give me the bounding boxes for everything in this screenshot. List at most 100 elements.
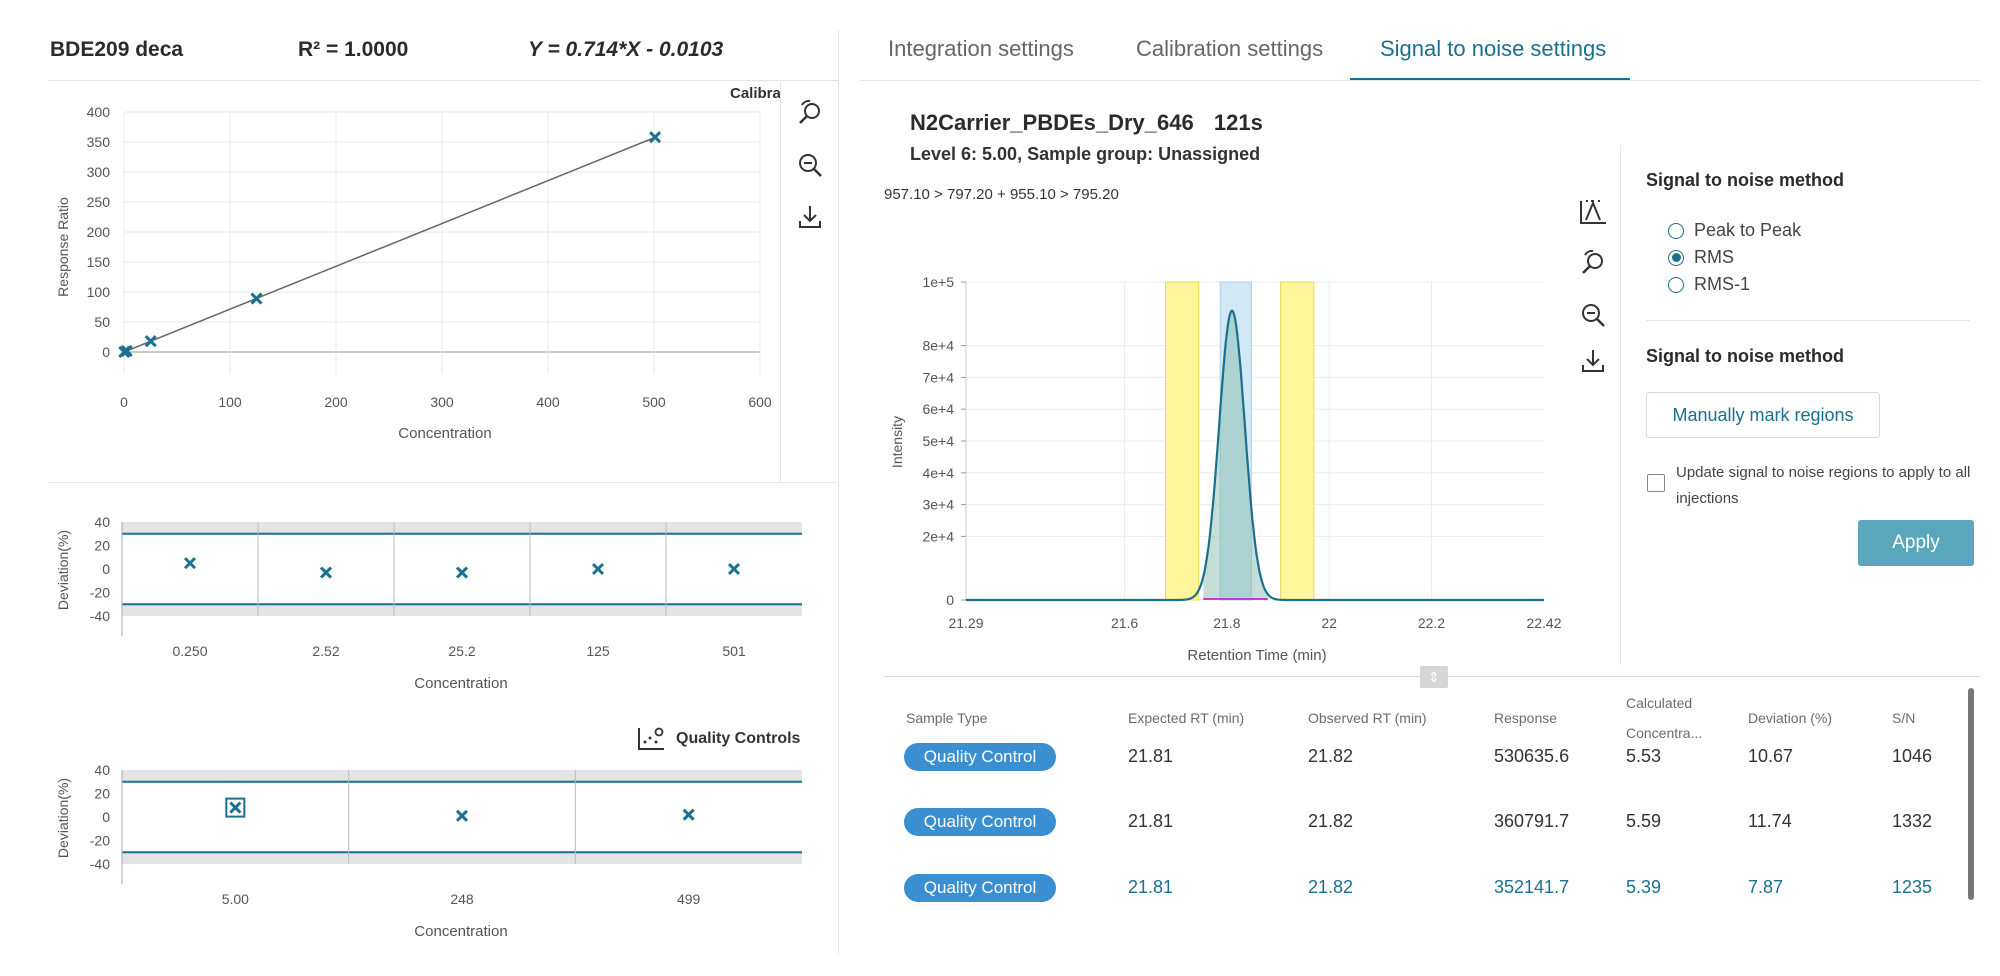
y-axis-label: Deviation(%) — [55, 778, 71, 858]
divider — [1620, 145, 1621, 665]
zoom-out-icon[interactable] — [793, 148, 827, 182]
y-tick-label: 7e+4 — [922, 369, 954, 385]
sample-type-badge[interactable]: Quality Control — [904, 808, 1056, 836]
x-tick-label: 2.52 — [312, 643, 339, 659]
x-tick-label: 22.2 — [1418, 615, 1445, 631]
zoom-out-icon[interactable] — [1576, 298, 1610, 332]
y-tick-label: 0 — [102, 809, 110, 825]
apply-button[interactable]: Apply — [1858, 520, 1974, 566]
y-tick-label: 250 — [87, 194, 111, 210]
tolerance-band — [122, 770, 802, 782]
y-tick-label: 200 — [87, 224, 111, 240]
x-axis-label: Retention Time (min) — [1187, 647, 1326, 664]
table-cell: 1332 — [1892, 811, 1933, 831]
table-cell: 21.82 — [1308, 746, 1354, 766]
y-tick-label: 4e+4 — [922, 465, 954, 481]
radio-rms-1[interactable]: RMS-1 — [1668, 274, 1750, 295]
calibrator-point — [648, 131, 662, 144]
radio-peak-to-peak[interactable]: Peak to Peak — [1668, 220, 1801, 241]
column-header[interactable]: Expected RT (min) — [1128, 710, 1245, 726]
apply-all-injections-label: Update signal to noise regions to apply … — [1676, 464, 1971, 507]
calibrator-point — [144, 335, 157, 348]
tab-signal-to-noise-settings[interactable]: Signal to noise settings — [1380, 36, 1607, 61]
y-tick-label: 100 — [87, 284, 111, 300]
x-axis-label: Concentration — [398, 425, 491, 442]
sample-level: Level 6: 5.00, Sample group: Unassigned — [910, 144, 1261, 164]
calibrator-point — [120, 344, 133, 357]
manually-mark-regions-button[interactable]: Manually mark regions — [1646, 392, 1880, 438]
table-cell: 5.59 — [1626, 811, 1662, 831]
auto-scale-icon[interactable] — [1576, 195, 1610, 229]
table-cell: 1046 — [1892, 746, 1933, 766]
x-tick-label: 300 — [430, 394, 454, 410]
radio-button[interactable] — [1668, 222, 1684, 239]
tabs-divider — [860, 80, 1980, 81]
y-tick-label: 0 — [102, 561, 110, 577]
x-tick-label: 25.2 — [448, 643, 475, 659]
deviation-point — [727, 562, 741, 576]
radio-label: RMS-1 — [1694, 274, 1751, 294]
column-header[interactable]: Calculated Concentra... — [1626, 695, 1703, 741]
quality-controls-icon — [638, 727, 664, 750]
table-cell: 530635.6 — [1494, 746, 1570, 766]
noise-region — [1164, 281, 1200, 601]
column-header[interactable]: Observed RT (min) — [1308, 710, 1427, 726]
y-axis-label: Deviation(%) — [55, 530, 71, 610]
regression-equation: Y = 0.714*X - 0.0103 — [528, 38, 724, 61]
y-tick-label: 6e+4 — [922, 401, 954, 417]
x-tick-label: 200 — [324, 394, 348, 410]
tab-calibration-settings[interactable]: Calibration settings — [1136, 36, 1324, 61]
sample-type-badge[interactable]: Quality Control — [904, 743, 1056, 771]
column-header[interactable]: Sample Type — [906, 710, 988, 726]
zoom-reset-icon[interactable] — [793, 96, 827, 130]
column-header[interactable]: Response — [1494, 710, 1558, 726]
sample-time: 121s — [1213, 110, 1263, 135]
x-tick-label: 22 — [1321, 615, 1337, 631]
tab-integration-settings[interactable]: Integration settings — [888, 36, 1074, 61]
x-tick-label: 499 — [677, 891, 701, 907]
y-tick-label: 20 — [94, 538, 110, 554]
deviation-point — [682, 808, 695, 821]
table-cell: 21.81 — [1128, 877, 1174, 897]
x-tick-label: 0.250 — [172, 643, 207, 659]
zoom-reset-icon[interactable] — [1576, 246, 1610, 280]
sn-method-title: Signal to noise method — [1646, 170, 1845, 190]
radio-label: RMS — [1694, 247, 1734, 267]
table-cell: 5.53 — [1626, 746, 1662, 766]
x-tick-label: 500 — [642, 394, 666, 410]
y-tick-label: 0 — [946, 592, 954, 608]
y-tick-label: 5e+4 — [922, 433, 954, 449]
x-tick-label: 21.6 — [1111, 615, 1138, 631]
x-tick-label: 501 — [722, 643, 746, 659]
table-scrollbar[interactable] — [1968, 688, 1974, 900]
regression-line — [123, 136, 656, 353]
deviation-point — [183, 557, 197, 570]
x-tick-label: 5.00 — [222, 891, 249, 907]
resize-handle-icon[interactable]: ⇕ — [1420, 666, 1448, 688]
apply-all-injections-checkbox[interactable] — [1647, 474, 1665, 492]
table-cell: 5.39 — [1626, 877, 1662, 897]
y-tick-label: 1e+5 — [922, 274, 954, 290]
sn-method-title-2: Signal to noise method — [1646, 346, 1845, 366]
table-cell: 11.74 — [1748, 811, 1792, 831]
y-tick-label: 400 — [87, 104, 111, 120]
table-cell: 352141.7 — [1494, 877, 1570, 897]
deviation-point — [229, 801, 242, 814]
radio-rms[interactable]: RMS — [1668, 247, 1734, 268]
table-cell: 360791.7 — [1494, 811, 1570, 831]
table-cell: 7.87 — [1748, 877, 1784, 897]
column-header[interactable]: S/N — [1892, 710, 1916, 726]
y-tick-label: 50 — [94, 314, 110, 330]
calibration-curve-chart: Calibrators Response Ratio Concentration… — [55, 85, 780, 442]
column-header[interactable]: Deviation (%) — [1748, 710, 1833, 726]
active-tab-indicator — [1350, 78, 1630, 81]
radio-button-selected[interactable] — [1668, 249, 1684, 266]
deviation-point — [591, 562, 605, 576]
download-icon[interactable] — [793, 200, 827, 234]
radio-button[interactable] — [1668, 276, 1684, 293]
y-tick-label: 8e+4 — [922, 338, 954, 354]
download-icon[interactable] — [1576, 344, 1610, 378]
table-cell: 21.82 — [1308, 811, 1354, 831]
sample-type-badge[interactable]: Quality Control — [904, 874, 1056, 902]
divider — [48, 80, 838, 81]
